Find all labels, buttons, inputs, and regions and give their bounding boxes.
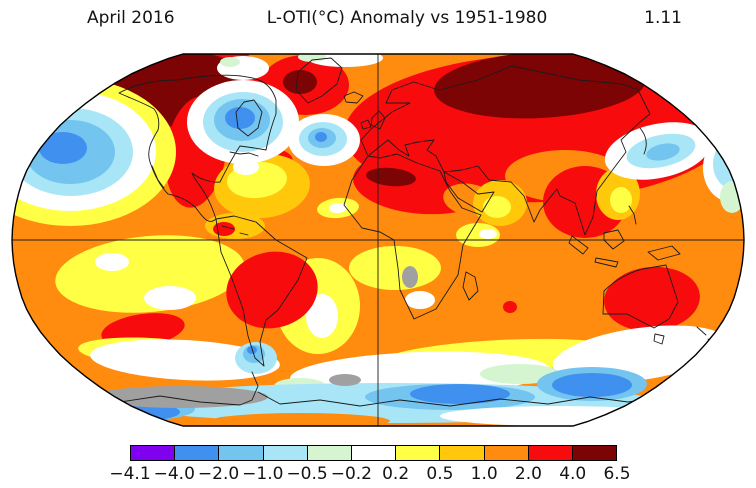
colorbar-tick-label: −0.5 (286, 464, 328, 484)
colorbar-segment (528, 446, 573, 460)
colorbar-segment (440, 446, 485, 460)
colorbar-tick-label: −4.0 (153, 464, 195, 484)
colorbar-tick-label: 4.0 (559, 464, 587, 484)
colorbar-tick-label: −0.2 (330, 464, 372, 484)
map-coastlines (118, 57, 717, 407)
colorbar-tick-label: 0.2 (382, 464, 410, 484)
colorbar-tick-label: 6.5 (603, 464, 631, 484)
colorbar-tick-label: −1.0 (242, 464, 284, 484)
map-gridlines (12, 54, 744, 426)
colorbar (130, 445, 617, 461)
colorbar-tick-label: −4.1 (109, 464, 151, 484)
colorbar-segment (572, 446, 617, 460)
colorbar-segment (307, 446, 352, 460)
map-period-label: April 2016 (87, 8, 175, 28)
map-outline (11, 53, 745, 427)
colorbar-segment (219, 446, 264, 460)
map-anomaly-field (12, 54, 744, 426)
colorbar-segment (351, 446, 397, 460)
colorbar-tick-label: −2.0 (197, 464, 240, 484)
colorbar-segment (131, 446, 176, 460)
global-mean-value: 1.11 (644, 8, 682, 28)
map-title: L-OTI(°C) Anomaly vs 1951-1980 (266, 8, 548, 28)
colorbar-segment (175, 446, 220, 460)
colorbar-segment (484, 446, 529, 460)
colorbar-segment (263, 446, 308, 460)
colorbar-tick-label: 1.0 (470, 464, 498, 484)
colorbar-tick-label: 2.0 (514, 464, 542, 484)
colorbar-tick-label: 0.5 (426, 464, 454, 484)
colorbar-segment (396, 446, 441, 460)
